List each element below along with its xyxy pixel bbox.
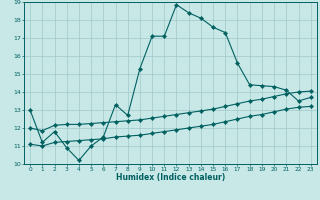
X-axis label: Humidex (Indice chaleur): Humidex (Indice chaleur) bbox=[116, 173, 225, 182]
